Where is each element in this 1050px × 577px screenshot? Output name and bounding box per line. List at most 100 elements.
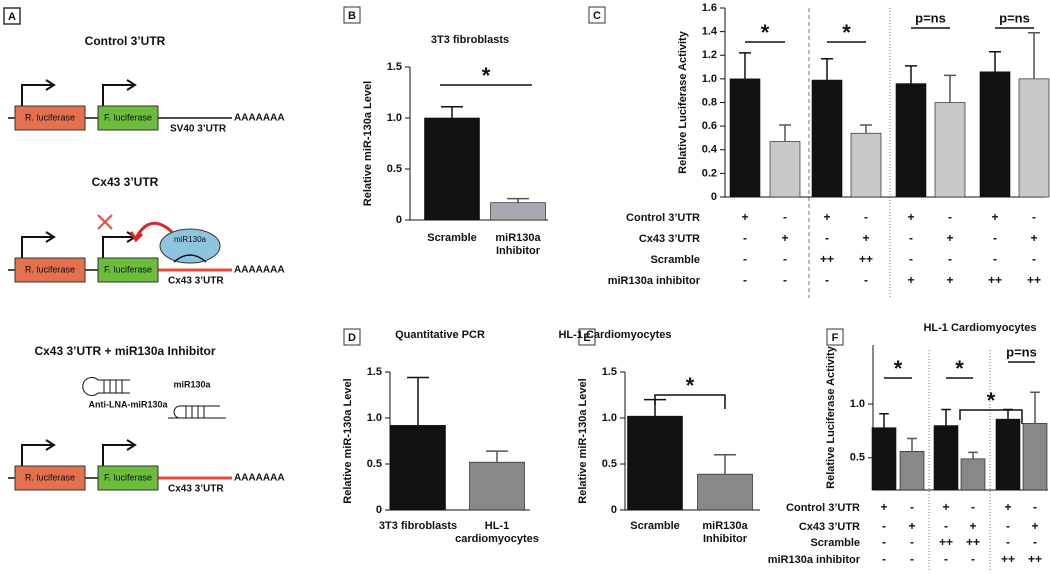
y-tick-label: 1.0: [602, 412, 617, 424]
significance-label: *: [761, 20, 770, 45]
gene-label: F. luciferase: [104, 264, 152, 274]
cell: -: [909, 252, 913, 266]
cell: -: [910, 552, 914, 566]
x-tick-label: Scramble: [630, 520, 680, 532]
error-bar: [486, 450, 508, 463]
y-tick-label: 0: [396, 214, 402, 226]
y-tick-label: 1.2: [702, 49, 717, 61]
cell: -: [743, 273, 747, 287]
cell: +: [862, 231, 869, 245]
significance-line: [654, 394, 726, 409]
y-axis-label: Relative miR-130a Level: [577, 378, 589, 503]
y-tick-label: 1.4: [702, 26, 718, 38]
bar: [850, 132, 882, 198]
cell: ++: [939, 535, 953, 549]
panel-letter-box: [826, 328, 844, 346]
panel-letter: F: [832, 332, 839, 344]
y-tick-label: 0.2: [702, 167, 717, 179]
cell: -: [944, 552, 948, 566]
error-bar: [821, 58, 833, 81]
y-tick-label: 0.5: [387, 163, 402, 175]
utr-label: SV40 3’UTR: [170, 124, 227, 135]
cell: -: [910, 535, 914, 549]
bar: [1018, 78, 1050, 198]
y-axis-label: Relative Luciferase Activity: [677, 30, 689, 174]
repression-arrow: [129, 221, 174, 243]
bar: [627, 415, 683, 511]
panel-letter: B: [348, 10, 356, 22]
y-tick-label: 0.5: [367, 458, 382, 470]
bar: [469, 461, 525, 511]
cell: +: [907, 273, 914, 287]
panel-letter-box: [343, 328, 361, 346]
cell: +: [823, 210, 830, 224]
bar: [424, 117, 480, 221]
error-bar: [860, 124, 872, 134]
bar: [934, 102, 966, 198]
cell: -: [944, 519, 948, 533]
y-tick-label: 1.0: [367, 412, 382, 424]
cell: +: [969, 519, 976, 533]
y-tick-label: 0.4: [702, 144, 718, 156]
y-axis-label: Relative miR-130a Level: [362, 81, 374, 206]
x-tick-label-box: Scramble: [427, 232, 477, 244]
cell: ++: [859, 252, 873, 266]
error-bar: [907, 437, 917, 452]
bar: [769, 141, 801, 198]
significance-label: *: [894, 356, 903, 381]
renilla-box: [14, 465, 86, 491]
construct-title: Control 3’UTR: [85, 34, 166, 48]
panel-letter-box: [588, 6, 606, 24]
cell: ++: [988, 273, 1002, 287]
inhibitor-label: Anti-LNA-miR130a: [88, 399, 168, 409]
bar: [390, 425, 446, 511]
cell: ++: [1027, 273, 1041, 287]
cell: -: [783, 252, 787, 266]
error-bar: [941, 408, 951, 426]
cell: -: [783, 210, 787, 224]
error-bar: [507, 197, 529, 203]
y-axis-label: Relative miR-130a Level: [342, 378, 354, 503]
significance-label: *: [482, 63, 491, 88]
utr-label: Cx43 3’UTR: [168, 484, 224, 495]
row-label: Cx43 3’UTR: [639, 233, 700, 245]
error-bar: [1028, 32, 1040, 79]
cell: +: [741, 210, 748, 224]
cell: -: [1006, 519, 1010, 533]
renilla-box: [14, 105, 86, 131]
cell: -: [1006, 535, 1010, 549]
y-tick-label: 0.5: [850, 452, 865, 464]
y-tick-label: 1.0: [702, 73, 717, 85]
cell: ++: [820, 252, 834, 266]
construct-title: Cx43 3’UTR + miR130a Inhibitor: [34, 344, 215, 358]
y-tick-label: 0.6: [702, 120, 717, 132]
cell: +: [946, 231, 953, 245]
significance-label: *: [987, 388, 996, 413]
bar: [697, 473, 753, 511]
row-label: miR130a inhibitor: [608, 275, 701, 287]
mirna-strand: [173, 254, 207, 263]
cell: -: [971, 500, 975, 514]
y-tick-label: 0: [376, 504, 382, 516]
significance-label: p=ns: [915, 10, 946, 25]
y-tick-label: 0: [611, 504, 617, 516]
mirna-blob: [159, 228, 221, 264]
chart-title: HL-1 Cardiomyocytes: [923, 322, 1036, 334]
panel-letter-box: [343, 6, 361, 24]
cell: -: [948, 210, 952, 224]
cell: -: [993, 252, 997, 266]
x-tick-label-box: 3T3 fibroblasts: [379, 520, 457, 532]
row-label: miR130a inhibitor: [768, 554, 861, 566]
cell: +: [1004, 500, 1011, 514]
cell: ++: [966, 535, 980, 549]
chart-title: 3T3 fibroblasts: [431, 34, 509, 46]
row-label: Control 3’UTR: [626, 212, 700, 224]
gene-label: R. luciferase: [25, 472, 75, 482]
cell: ++: [1028, 552, 1042, 566]
x-tick-label: miR130a Inhibitor: [702, 520, 748, 545]
utr-label: Cx43 3’UTR: [168, 276, 224, 287]
block-mark: [97, 214, 113, 230]
error-bar: [441, 106, 463, 118]
error-bar: [944, 74, 956, 103]
